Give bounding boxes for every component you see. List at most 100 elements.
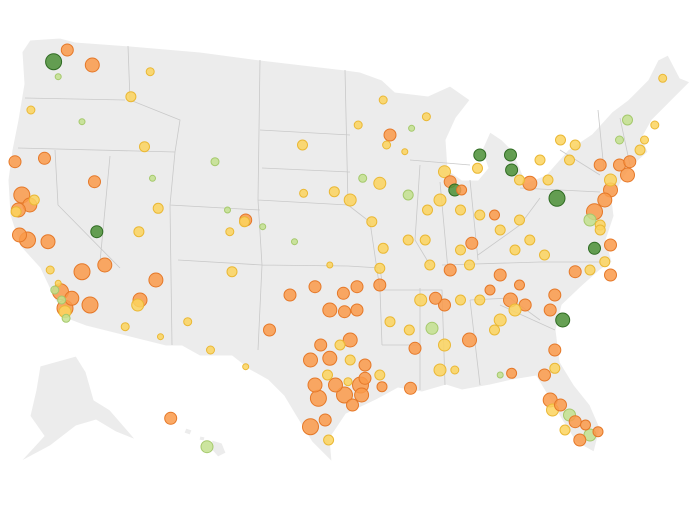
map-bubble[interactable] bbox=[54, 279, 62, 287]
map-bubble[interactable] bbox=[210, 157, 220, 167]
map-bubble[interactable] bbox=[408, 341, 422, 355]
map-bubble[interactable] bbox=[588, 241, 601, 255]
map-bubble[interactable] bbox=[583, 213, 597, 227]
map-bubble[interactable] bbox=[522, 175, 538, 191]
map-bubble[interactable] bbox=[84, 57, 100, 73]
map-bubble[interactable] bbox=[403, 324, 415, 336]
map-bubble[interactable] bbox=[623, 155, 637, 169]
map-bubble[interactable] bbox=[373, 176, 387, 190]
map-bubble[interactable] bbox=[599, 256, 611, 268]
map-bubble[interactable] bbox=[38, 151, 51, 165]
map-bubble[interactable] bbox=[358, 358, 372, 372]
map-bubble[interactable] bbox=[64, 290, 80, 306]
map-bubble[interactable] bbox=[564, 154, 575, 166]
map-bubble[interactable] bbox=[242, 363, 250, 371]
map-bubble[interactable] bbox=[555, 134, 566, 146]
map-bubble[interactable] bbox=[493, 268, 507, 282]
map-bubble[interactable] bbox=[524, 234, 536, 246]
map-bubble[interactable] bbox=[549, 362, 561, 374]
map-bubble[interactable] bbox=[421, 112, 431, 122]
map-bubble[interactable] bbox=[554, 398, 567, 412]
map-bubble[interactable] bbox=[542, 174, 554, 186]
map-bubble[interactable] bbox=[404, 381, 417, 395]
map-bubble[interactable] bbox=[622, 114, 633, 126]
map-bubble[interactable] bbox=[568, 265, 582, 279]
map-bubble[interactable] bbox=[8, 155, 22, 169]
map-bubble[interactable] bbox=[414, 293, 428, 307]
map-bubble[interactable] bbox=[157, 333, 164, 341]
map-bubble[interactable] bbox=[12, 227, 27, 243]
map-bubble[interactable] bbox=[474, 294, 486, 306]
map-bubble[interactable] bbox=[548, 343, 562, 357]
map-bubble[interactable] bbox=[97, 257, 113, 273]
map-bubble[interactable] bbox=[462, 332, 477, 348]
map-bubble[interactable] bbox=[433, 193, 447, 207]
map-bubble[interactable] bbox=[148, 272, 164, 288]
map-bubble[interactable] bbox=[506, 367, 518, 379]
map-bubble[interactable] bbox=[504, 148, 517, 162]
map-bubble[interactable] bbox=[346, 398, 359, 412]
map-bubble[interactable] bbox=[592, 426, 604, 438]
map-bubble[interactable] bbox=[373, 278, 387, 292]
map-bubble[interactable] bbox=[473, 148, 487, 162]
map-bubble[interactable] bbox=[604, 173, 617, 187]
map-bubble[interactable] bbox=[650, 120, 660, 130]
map-bubble[interactable] bbox=[594, 224, 606, 236]
map-bubble[interactable] bbox=[350, 280, 364, 294]
map-bubble[interactable] bbox=[493, 313, 507, 327]
map-bubble[interactable] bbox=[78, 118, 86, 126]
map-bubble[interactable] bbox=[45, 265, 55, 275]
map-bubble[interactable] bbox=[496, 371, 504, 379]
map-bubble[interactable] bbox=[455, 204, 466, 216]
map-bubble[interactable] bbox=[568, 415, 582, 429]
map-bubble[interactable] bbox=[291, 238, 298, 246]
map-bubble[interactable] bbox=[343, 377, 353, 387]
map-bubble[interactable] bbox=[573, 433, 587, 447]
map-bubble[interactable] bbox=[518, 298, 532, 312]
map-bubble[interactable] bbox=[54, 73, 62, 81]
map-bubble[interactable] bbox=[374, 369, 386, 381]
map-bubble[interactable] bbox=[620, 167, 635, 183]
map-bubble[interactable] bbox=[338, 305, 351, 319]
map-bubble[interactable] bbox=[425, 321, 439, 335]
map-bubble[interactable] bbox=[224, 206, 231, 214]
map-bubble[interactable] bbox=[299, 188, 309, 198]
map-bubble[interactable] bbox=[343, 193, 357, 207]
map-bubble[interactable] bbox=[604, 238, 617, 252]
map-bubble[interactable] bbox=[489, 324, 500, 336]
map-bubble[interactable] bbox=[81, 296, 99, 314]
map-bubble[interactable] bbox=[555, 312, 571, 328]
map-bubble[interactable] bbox=[314, 338, 328, 352]
map-bubble[interactable] bbox=[443, 263, 457, 277]
map-bubble[interactable] bbox=[307, 377, 323, 393]
map-bubble[interactable] bbox=[61, 313, 71, 323]
map-bubble[interactable] bbox=[419, 234, 431, 246]
map-bubble[interactable] bbox=[514, 279, 525, 291]
map-bubble[interactable] bbox=[509, 244, 521, 256]
map-bubble[interactable] bbox=[548, 189, 566, 207]
map-bubble[interactable] bbox=[505, 163, 519, 177]
map-bubble[interactable] bbox=[508, 303, 522, 317]
map-bubble[interactable] bbox=[433, 363, 447, 377]
map-bubble[interactable] bbox=[353, 120, 363, 130]
map-bubble[interactable] bbox=[263, 323, 276, 337]
map-bubble[interactable] bbox=[374, 262, 386, 274]
map-bubble[interactable] bbox=[200, 440, 214, 454]
map-bubble[interactable] bbox=[548, 288, 562, 302]
map-bubble[interactable] bbox=[408, 124, 416, 132]
map-bubble[interactable] bbox=[514, 174, 525, 186]
map-bubble[interactable] bbox=[336, 386, 353, 404]
map-bubble[interactable] bbox=[322, 302, 338, 318]
map-bubble[interactable] bbox=[149, 174, 156, 182]
map-bubble[interactable] bbox=[538, 368, 551, 382]
map-bubble[interactable] bbox=[139, 141, 150, 153]
map-bubble[interactable] bbox=[206, 345, 215, 355]
map-bubble[interactable] bbox=[534, 154, 546, 166]
map-bubble[interactable] bbox=[145, 67, 155, 77]
map-bubble[interactable] bbox=[125, 91, 137, 103]
map-bubble[interactable] bbox=[90, 225, 104, 239]
map-bubble[interactable] bbox=[514, 214, 525, 226]
map-bubble[interactable] bbox=[384, 316, 396, 328]
map-bubble[interactable] bbox=[472, 162, 483, 174]
map-bubble[interactable] bbox=[464, 259, 475, 271]
